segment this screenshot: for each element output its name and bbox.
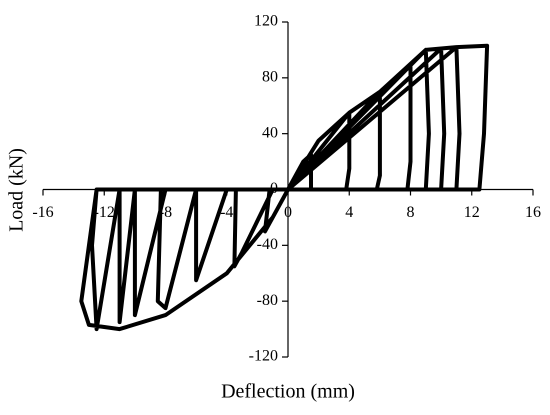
data-line — [79, 43, 490, 332]
y-tick-label: 80 — [262, 69, 278, 86]
y-tick-label: -80 — [257, 292, 278, 309]
y-tick-label: -120 — [249, 348, 278, 365]
x-axis-title: Deflection (mm) — [221, 381, 355, 403]
x-tick-label: 12 — [464, 204, 480, 221]
y-axis-title: Load (kN) — [6, 148, 28, 232]
y-tick-label: 40 — [262, 124, 278, 141]
x-tick-label: 8 — [407, 204, 415, 221]
x-tick-label: 16 — [525, 204, 541, 221]
x-tick-label: -16 — [32, 204, 53, 221]
y-tick-label: 120 — [254, 13, 278, 30]
x-tick-label: -12 — [94, 204, 115, 221]
x-tick-label: -4 — [220, 204, 233, 221]
x-tick-label: 4 — [345, 204, 353, 221]
x-tick-label: 0 — [284, 204, 292, 221]
y-tick-label: -40 — [257, 236, 278, 253]
